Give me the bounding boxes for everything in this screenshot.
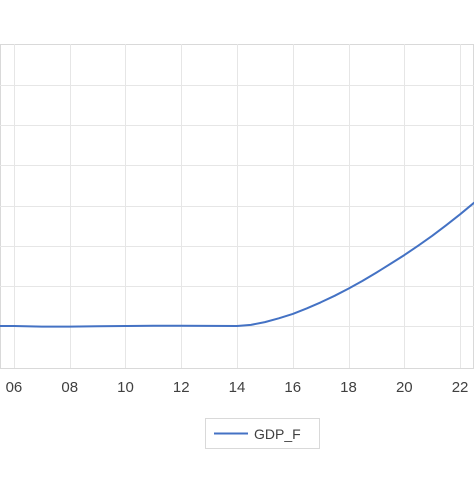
x-tick-label: 20: [396, 379, 413, 396]
series-layer: [0, 201, 474, 328]
legend: GDP_F: [205, 418, 320, 449]
grid-lines: [0, 44, 474, 369]
x-tick-label: 22: [452, 379, 469, 396]
x-tick-label: 06: [6, 379, 23, 396]
x-tick-label: 12: [173, 379, 190, 396]
x-tick-label: 18: [340, 379, 357, 396]
x-tick-label: 16: [284, 379, 301, 396]
legend-label: GDP_F: [254, 426, 301, 442]
x-tick-labels: 06 08 10 12 14 16 18 20 22: [6, 379, 469, 396]
x-tick-label: 10: [117, 379, 134, 396]
x-tick-label: 08: [61, 379, 78, 396]
x-tick-label: 14: [229, 379, 246, 396]
series-line-gdp-f: [0, 201, 474, 328]
